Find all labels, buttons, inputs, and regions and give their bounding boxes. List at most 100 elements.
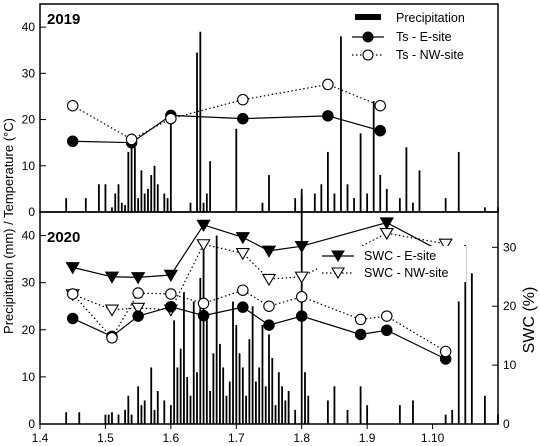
precip-bar-2019 bbox=[189, 202, 192, 212]
series-line-2020-ts-nw-site bbox=[72, 289, 446, 352]
marker-2020-ts-nw-site bbox=[165, 288, 177, 300]
marker-2020-ts-nw-site bbox=[197, 297, 210, 310]
precip-bar-2019 bbox=[140, 170, 143, 212]
precip-bar-2020 bbox=[470, 273, 473, 424]
precip-bar-2020 bbox=[111, 412, 113, 424]
xtick-label: 1.10 bbox=[421, 431, 445, 445]
precip-bar-2019 bbox=[497, 207, 499, 212]
precip-bar-2020 bbox=[179, 348, 182, 424]
precip-bar-2020 bbox=[307, 395, 310, 424]
marker-2019-ts-e-site bbox=[322, 110, 334, 122]
xtick-label: 1.7 bbox=[228, 431, 245, 445]
xtick-label: 1.6 bbox=[163, 431, 180, 445]
marker-2020-swc-e-site bbox=[261, 245, 277, 258]
precip-bar-2020 bbox=[497, 414, 499, 424]
marker-2020-ts-nw-site bbox=[295, 291, 308, 303]
ytick-label-2020: 10 bbox=[22, 370, 36, 384]
legend-ts-nw-label: Ts - NW-site bbox=[396, 48, 464, 62]
series-line-2019-ts-e-site bbox=[72, 114, 381, 144]
precip-bar-2020 bbox=[219, 343, 221, 424]
xtick-label: 1.8 bbox=[293, 431, 310, 445]
precip-bar-2020 bbox=[186, 376, 189, 424]
marker-2020-ts-e-site bbox=[263, 319, 275, 331]
legend-swc-nw-marker bbox=[331, 267, 345, 280]
precip-bar-2019 bbox=[153, 165, 156, 212]
marker-2020-ts-nw-site bbox=[381, 310, 393, 322]
panel-label-2019: 2019 bbox=[47, 11, 80, 28]
marker-2020-swc-e-site bbox=[65, 262, 80, 275]
precip-bar-2019 bbox=[143, 193, 146, 212]
precip-bar-2019 bbox=[209, 161, 212, 212]
xtick-label: 1.5 bbox=[97, 431, 114, 445]
marker-2020-ts-nw-site bbox=[66, 288, 79, 300]
precip-bar-2020 bbox=[326, 400, 329, 424]
precip-bar-2019 bbox=[353, 198, 355, 212]
precip-bar-2019 bbox=[457, 151, 460, 212]
precip-bar-2020 bbox=[274, 405, 277, 424]
marker-2020-swc-e-site bbox=[235, 232, 250, 245]
precip-bar-2019 bbox=[196, 52, 198, 212]
precip-bar-2019 bbox=[202, 202, 205, 212]
precip-bar-2020 bbox=[457, 301, 460, 424]
y2tick-label-2020: 10 bbox=[503, 358, 517, 372]
precip-bar-2019 bbox=[169, 119, 172, 212]
marker-2020-swc-nw-site bbox=[130, 302, 146, 315]
precip-bar-2020 bbox=[137, 386, 140, 424]
marker-2020-ts-e-site bbox=[66, 312, 79, 325]
precip-bar-2019 bbox=[97, 184, 100, 212]
precip-bar-2020 bbox=[300, 195, 303, 424]
legend-precip-label: Precipitation bbox=[396, 11, 465, 25]
precip-bar-2020 bbox=[199, 277, 202, 424]
marker-2020-swc-nw-site bbox=[379, 228, 394, 241]
precip-bar-2019 bbox=[104, 184, 107, 212]
precip-bar-2019 bbox=[359, 133, 362, 212]
legend-2019: Precipitation Ts - E-site Ts - NW-site bbox=[352, 11, 465, 62]
series-line-2020-swc-e-site bbox=[72, 221, 446, 278]
precip-bar-2020 bbox=[238, 353, 241, 424]
precip-bar-2020 bbox=[464, 244, 467, 424]
precip-bar-2020 bbox=[215, 235, 218, 424]
precip-bar-2020 bbox=[333, 386, 336, 424]
precip-bar-2020 bbox=[251, 306, 254, 424]
precip-bar-2020 bbox=[258, 367, 261, 424]
precip-bar-2020 bbox=[202, 247, 205, 424]
precip-bar-2019 bbox=[235, 128, 238, 212]
precip-bar-2020 bbox=[169, 405, 172, 424]
precip-bar-2019 bbox=[398, 198, 401, 212]
marker-2020-ts-nw-site bbox=[439, 345, 452, 358]
bars-2020 bbox=[65, 195, 499, 424]
precip-bar-2020 bbox=[284, 400, 287, 424]
precip-bar-2020 bbox=[78, 412, 81, 424]
precip-bar-2020 bbox=[398, 405, 401, 424]
ytick-label-2019: 10 bbox=[22, 159, 36, 173]
marker-2020-ts-nw-site bbox=[237, 284, 249, 296]
precip-bar-2020 bbox=[277, 372, 280, 424]
precip-bar-2020 bbox=[294, 409, 297, 424]
precip-bar-2019 bbox=[294, 198, 297, 212]
xtick-label: 1.9 bbox=[359, 431, 376, 445]
precip-bar-2019 bbox=[313, 193, 316, 212]
precip-bar-2019 bbox=[130, 133, 133, 212]
ytick-label-2020: 30 bbox=[22, 276, 36, 290]
marker-2020-swc-nw-site bbox=[261, 273, 277, 287]
axis-ticks: 0 10 20 30 40 0 10 20 30 40 0 10 20 30 1.4 1.5 1.6 1.7 1.8… bbox=[22, 20, 517, 445]
precip-bar-2019 bbox=[156, 184, 159, 212]
ytick-label-2019: 0 bbox=[28, 205, 35, 219]
legend-ts-e-label: Ts - E-site bbox=[396, 30, 452, 44]
legend-precip-swatch bbox=[355, 14, 381, 20]
marker-2020-ts-e-site bbox=[354, 328, 367, 341]
precip-bar-2020 bbox=[248, 339, 251, 424]
marker-2020-swc-e-site bbox=[379, 217, 394, 230]
precip-bar-2019 bbox=[65, 198, 68, 212]
precip-bar-2019 bbox=[114, 193, 117, 212]
precip-bar-2020 bbox=[104, 414, 107, 424]
precip-bar-2019 bbox=[444, 198, 447, 212]
precip-bar-2020 bbox=[65, 412, 68, 424]
precip-bar-2020 bbox=[143, 400, 146, 424]
precip-bar-2020 bbox=[346, 409, 349, 424]
marker-2020-swc-e-site bbox=[130, 272, 146, 285]
precip-bar-2019 bbox=[484, 207, 486, 212]
marker-2020-ts-nw-site bbox=[132, 287, 144, 299]
precip-bar-2019 bbox=[366, 193, 369, 212]
